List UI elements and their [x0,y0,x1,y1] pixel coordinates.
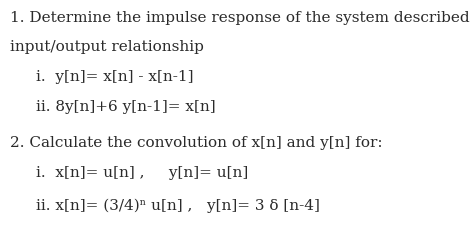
Text: 2. Calculate the convolution of x[n] and y[n] for:: 2. Calculate the convolution of x[n] and… [10,136,383,150]
Text: ii. x[n]= (3/4)ⁿ u[n] ,   y[n]= 3 δ [n-4]: ii. x[n]= (3/4)ⁿ u[n] , y[n]= 3 δ [n-4] [36,199,319,213]
Text: 1. Determine the impulse response of the system described by the: 1. Determine the impulse response of the… [10,11,474,25]
Text: ii. 8y[n]+6 y[n-1]= x[n]: ii. 8y[n]+6 y[n-1]= x[n] [36,100,215,114]
Text: i.  y[n]= x[n] - x[n-1]: i. y[n]= x[n] - x[n-1] [36,70,193,85]
Text: i.  x[n]= u[n] ,     y[n]= u[n]: i. x[n]= u[n] , y[n]= u[n] [36,166,248,180]
Text: input/output relationship: input/output relationship [10,40,204,54]
